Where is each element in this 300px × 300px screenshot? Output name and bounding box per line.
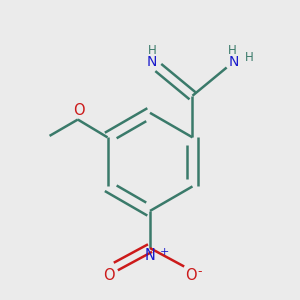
Text: N: N [145,248,155,263]
Text: H: H [245,51,254,64]
Text: -: - [197,265,202,278]
Text: H: H [148,44,157,57]
Text: N: N [228,55,238,69]
Text: O: O [73,103,85,118]
Text: N: N [146,55,157,69]
Text: +: + [160,247,169,256]
Text: O: O [103,268,114,283]
Text: O: O [185,268,197,283]
Text: H: H [228,44,237,57]
